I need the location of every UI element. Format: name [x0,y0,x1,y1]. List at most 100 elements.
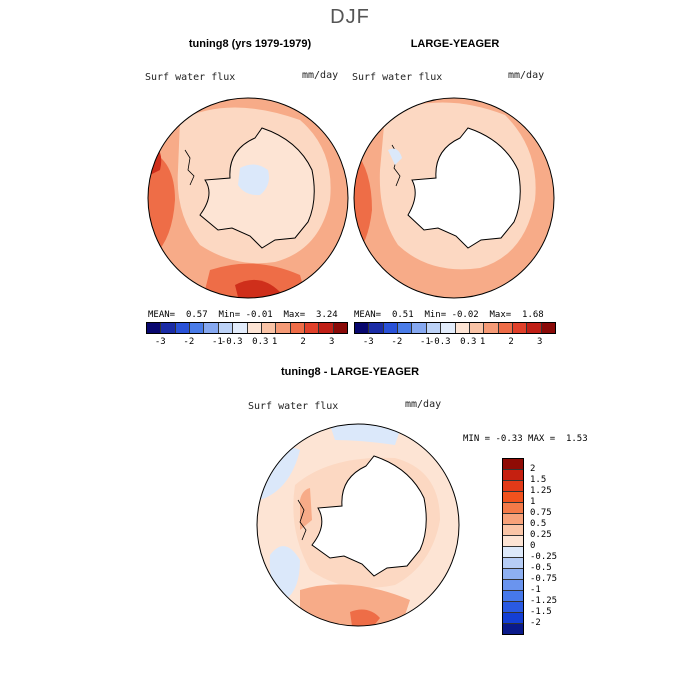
colorbar-swatch [304,323,320,333]
colorbar-tick-label: 3 [328,337,335,347]
diff-colorbar-swatch [503,470,523,481]
diff-colorbar-tick-label: -0.5 [530,563,552,573]
colorbar-swatch [333,323,348,333]
panel-2-units-label: mm/day [508,70,545,81]
diff-min-value: -0.33 [495,434,523,444]
panel-1-max-value: 3.24 [316,310,338,320]
colorbar-swatch [412,323,427,333]
panel-1-colorbar-ticks: -3 -2 -1 -0.3 0.3 1 2 3 [146,337,346,349]
colorbar-swatch [455,323,470,333]
map-panel-1 [148,98,348,298]
diff-colorbar-tick-label: 0.5 [530,519,547,529]
diff-colorbar-tick-label: -1.5 [530,607,552,617]
diff-colorbar-tick-label: -2 [530,618,541,628]
panel-1-min-label: Min= [218,310,241,320]
panel-1-variable-label: Surf water flux [145,72,236,83]
panel-2-stats: MEAN= 0.51 Min= -0.02 Max= 1.68 [354,310,544,320]
colorbar-swatch [527,323,542,333]
colorbar-tick-label: -2 [391,337,403,347]
figure-title: DJF [330,6,370,28]
panel-2-max-label: Max= [489,310,512,320]
diff-colorbar-swatch [503,514,523,525]
colorbar-swatch [161,323,176,333]
map-panel-2 [354,98,554,298]
diff-variable-label: Surf water flux [248,401,339,412]
colorbar-swatch [261,323,277,333]
colorbar-tick-label: -3 [362,337,374,347]
colorbar-tick-label: -3 [154,337,166,347]
colorbar-tick-label: -0.3 [428,337,451,347]
panel-2-title: LARGE-YEAGER [410,38,500,50]
panel-1-mean-value: 0.57 [185,310,208,320]
diff-colorbar-swatch [503,547,523,558]
diff-colorbar-swatch [503,602,523,613]
diff-colorbar-tick-label: 0.75 [530,508,552,518]
diff-colorbar-swatch [503,459,523,470]
diff-colorbar-swatch [503,558,523,569]
diff-colorbar-tick-label: 0 [530,541,536,551]
diff-colorbar-swatch [503,503,523,514]
colorbar-swatch [469,323,485,333]
colorbar-swatch [369,323,384,333]
diff-colorbar-swatch [503,580,523,591]
panel-1-title: tuning8 (yrs 1979-1979) [188,38,312,50]
colorbar-swatch [484,323,499,333]
colorbar-swatch [290,323,305,333]
diff-colorbar-tick-label: 1.5 [530,475,547,485]
colorbar-swatch [398,323,413,333]
diff-colorbar-tick-label: -0.25 [530,552,558,562]
diff-max-label: MAX = [528,434,556,444]
colorbar-swatch [498,323,513,333]
diff-colorbar-swatch [503,525,523,536]
colorbar-swatch [355,323,370,333]
diff-colorbar-swatch [503,536,523,547]
colorbar-swatch [541,323,556,333]
colorbar-swatch [204,323,219,333]
diff-panel-title: tuning8 - LARGE-YEAGER [280,366,420,378]
diff-colorbar-tick-label: -1.25 [530,596,558,606]
panel-1-stats: MEAN= 0.57 Min= -0.01 Max= 3.24 [148,310,338,320]
panel-2-max-value: 1.68 [522,310,544,320]
panel-2-mean-value: 0.51 [391,310,414,320]
diff-stats: MIN = -0.33 MAX = 1.53 [463,434,588,444]
colorbar-tick-label: 0.3 [460,337,477,347]
panel-2-variable-label: Surf water flux [352,72,443,83]
colorbar-tick-label: 1 [271,337,278,347]
diff-colorbar-ticks: 2 1.5 1.25 1 0.75 0.5 0.25 0 -0.25 -0.5 -0.75 -1 -1.… [530,458,570,628]
colorbar-swatch [319,323,334,333]
colorbar-tick-label: -1 [420,337,431,347]
colorbar-tick-label: 2 [300,337,306,347]
colorbar-swatch [383,323,399,333]
colorbar-swatch [233,323,248,333]
colorbar-tick-label: 1 [479,337,486,347]
panel-2-colorbar-ticks: -3 -2 -1 -0.3 0.3 1 2 3 [354,337,554,349]
diff-max-value: 1.53 [565,434,588,444]
colorbar-tick-label: -1 [212,337,223,347]
colorbar-tick-label: 0.3 [252,337,269,347]
panel-1-min-value: -0.01 [245,310,273,320]
diff-colorbar-swatch [503,624,523,634]
colorbar-swatch [276,323,291,333]
colorbar-swatch [175,323,191,333]
colorbar-swatch [426,323,442,333]
colorbar-swatch [190,323,205,333]
panel-1-mean-label: MEAN= [148,310,176,320]
diff-colorbar-swatch [503,591,523,602]
diff-colorbar-tick-label: 1 [530,497,536,507]
panel-2-colorbar [354,322,556,334]
diff-colorbar-tick-label: 0.25 [530,530,552,540]
panel-2-mean-label: MEAN= [354,310,382,320]
colorbar-swatch [512,323,528,333]
diff-units-label: mm/day [405,399,442,410]
map-panel-diff [257,424,459,626]
panel-1-units-label: mm/day [302,70,339,81]
diff-colorbar-tick-label: -1 [530,585,541,595]
colorbar-tick-label: 3 [536,337,543,347]
diff-min-label: MIN = [463,434,491,444]
colorbar-swatch [218,323,234,333]
diff-colorbar-swatch [503,492,523,503]
colorbar-swatch [247,323,262,333]
panel-1-colorbar [146,322,348,334]
colorbar-tick-label: 2 [508,337,514,347]
